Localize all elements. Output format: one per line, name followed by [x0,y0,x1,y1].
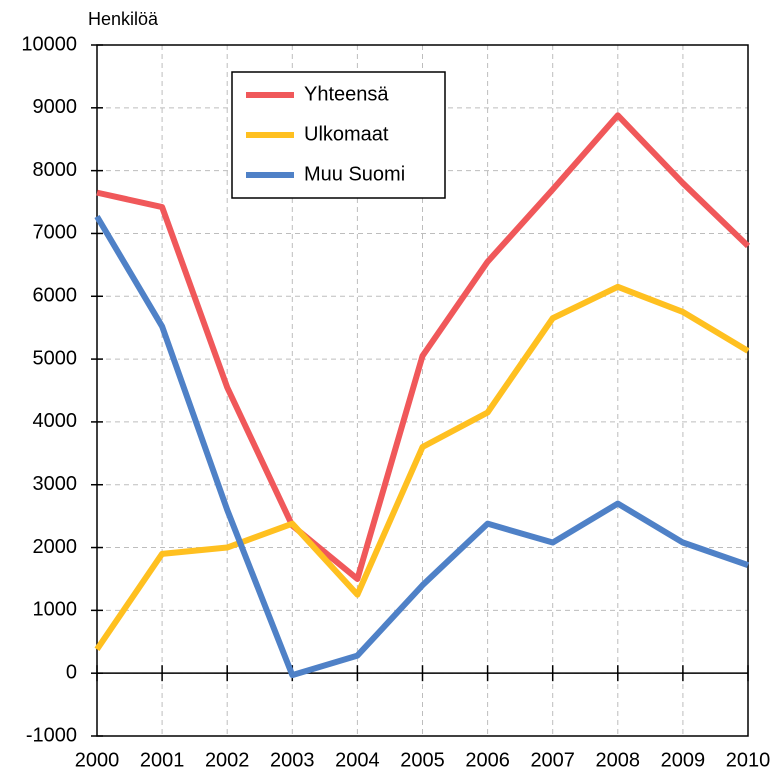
line-series [94,214,749,679]
y-tick-label: 7000 [33,222,78,244]
y-tick-label: 1000 [33,599,78,621]
y-tick-label: 10000 [21,33,77,55]
x-tick-label: 2006 [465,749,510,771]
y-tick-label: 8000 [33,159,78,181]
legend-label: Ulkomaat [304,123,389,145]
x-tick-label: 2010 [726,749,771,771]
y-axis-label: Henkilöä [88,9,159,29]
y-tick-label: 4000 [33,410,78,432]
y-tick-label: 3000 [33,473,78,495]
y-tick-label: 2000 [33,536,78,558]
y-tick-label: 6000 [33,285,78,307]
x-tick-label: 2000 [75,749,120,771]
y-tick-label: 0 [66,661,77,683]
legend-label: Yhteensä [304,83,389,105]
line-series [94,283,750,652]
x-tick-label: 2002 [205,749,250,771]
x-tick-label: 2007 [530,749,575,771]
plot-border [96,44,749,737]
x-tick-label: 2008 [596,749,641,771]
x-tick-label: 2004 [335,749,380,771]
x-tick-label: 2009 [661,749,706,771]
line-series [96,112,751,582]
y-tick-label: 9000 [33,96,78,118]
y-tick-label: 5000 [33,347,78,369]
x-tick-label: 2003 [270,749,315,771]
x-tick-label: 2005 [400,749,445,771]
legend-label: Muu Suomi [304,163,405,185]
y-tick-label: -1000 [26,724,77,746]
x-tick-label: 2001 [140,749,185,771]
